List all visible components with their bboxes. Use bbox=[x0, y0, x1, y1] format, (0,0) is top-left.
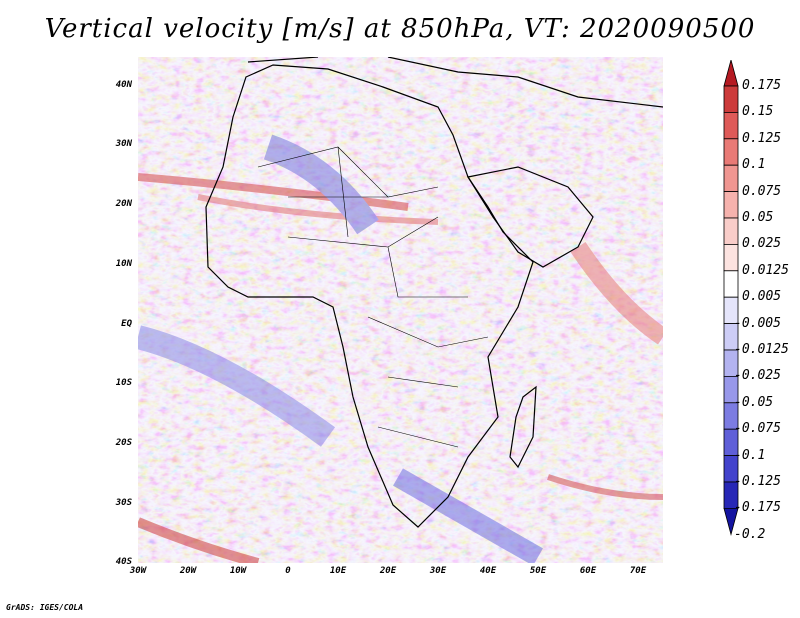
colorbar-box bbox=[723, 85, 739, 113]
map-title: Vertical velocity [m/s] at 850hPa, VT: 2… bbox=[44, 14, 756, 44]
lat-label-30n: 30N bbox=[115, 139, 132, 149]
colorbar-box bbox=[723, 243, 739, 272]
lon-label-40e: 40E bbox=[479, 566, 497, 576]
lon-label-50e: 50E bbox=[529, 566, 547, 576]
lon-label-20e: 20E bbox=[379, 566, 397, 576]
colorbar-label: 0.025 bbox=[742, 236, 782, 252]
lat-label-40s: 40S bbox=[115, 557, 132, 567]
vertical-velocity-map bbox=[138, 57, 663, 563]
colorbar-label: 0.0125 bbox=[742, 262, 789, 278]
colorbar-label: 0.05 bbox=[742, 210, 774, 225]
colorbar-label: 0.1 bbox=[742, 157, 766, 173]
lon-label-60e: 60E bbox=[579, 566, 597, 576]
colorbar-label: -0.05 bbox=[734, 394, 774, 410]
coastlines bbox=[205, 57, 663, 528]
colorbar-label: 0.075 bbox=[742, 183, 782, 199]
lon-label-0: 0 bbox=[285, 566, 291, 576]
lon-label-70e: 70E bbox=[629, 566, 647, 576]
lat-label-20s: 20S bbox=[115, 438, 132, 448]
colorbar-label: -0.005 bbox=[734, 315, 781, 331]
colorbar bbox=[723, 60, 739, 536]
colorbar-box bbox=[723, 112, 739, 140]
colorbar-box bbox=[723, 138, 739, 166]
colorbar-box bbox=[723, 164, 739, 192]
colorbar-label: -0.0125 bbox=[734, 342, 789, 357]
colorbar-box bbox=[723, 270, 739, 298]
lon-label-30e: 30E bbox=[429, 566, 447, 576]
field-features bbox=[138, 134, 663, 563]
colorbar-label: -0.025 bbox=[734, 368, 781, 384]
lon-label-30w: 30W bbox=[129, 566, 147, 576]
colorbar-boxes bbox=[723, 60, 739, 536]
colorbar-label: 0.15 bbox=[742, 104, 774, 120]
lat-label-eq: EQ bbox=[121, 319, 132, 329]
country-borders bbox=[257, 146, 489, 448]
colorbar-label: -0.125 bbox=[734, 474, 781, 489]
colorbar-box bbox=[723, 191, 739, 219]
lat-label-20n: 20N bbox=[115, 199, 132, 209]
lat-label-10n: 10N bbox=[115, 259, 132, 269]
lon-label-20w: 20W bbox=[179, 566, 197, 576]
colorbar-label: 0.005 bbox=[742, 289, 782, 305]
colorbar-max-arrow bbox=[723, 60, 739, 87]
lat-label-10s: 10S bbox=[115, 378, 132, 388]
colorbar-label: 0.175 bbox=[742, 78, 782, 93]
lon-label-10w: 10W bbox=[229, 566, 247, 576]
lat-label-30s: 30S bbox=[115, 498, 132, 508]
lat-label-40n: 40N bbox=[115, 80, 132, 90]
colorbar-label: -0.1 bbox=[734, 447, 766, 463]
lon-label-10e: 10E bbox=[329, 566, 347, 576]
colorbar-box bbox=[723, 217, 739, 245]
credit-footer: GrADS: IGES/COLA bbox=[6, 603, 84, 612]
colorbar-label: 0.125 bbox=[742, 130, 782, 146]
colorbar-label: -0.2 bbox=[734, 526, 766, 542]
colorbar-label: -0.075 bbox=[734, 421, 781, 437]
colorbar-min-arrow bbox=[723, 507, 739, 536]
colorbar-label: -0.175 bbox=[734, 500, 781, 516]
